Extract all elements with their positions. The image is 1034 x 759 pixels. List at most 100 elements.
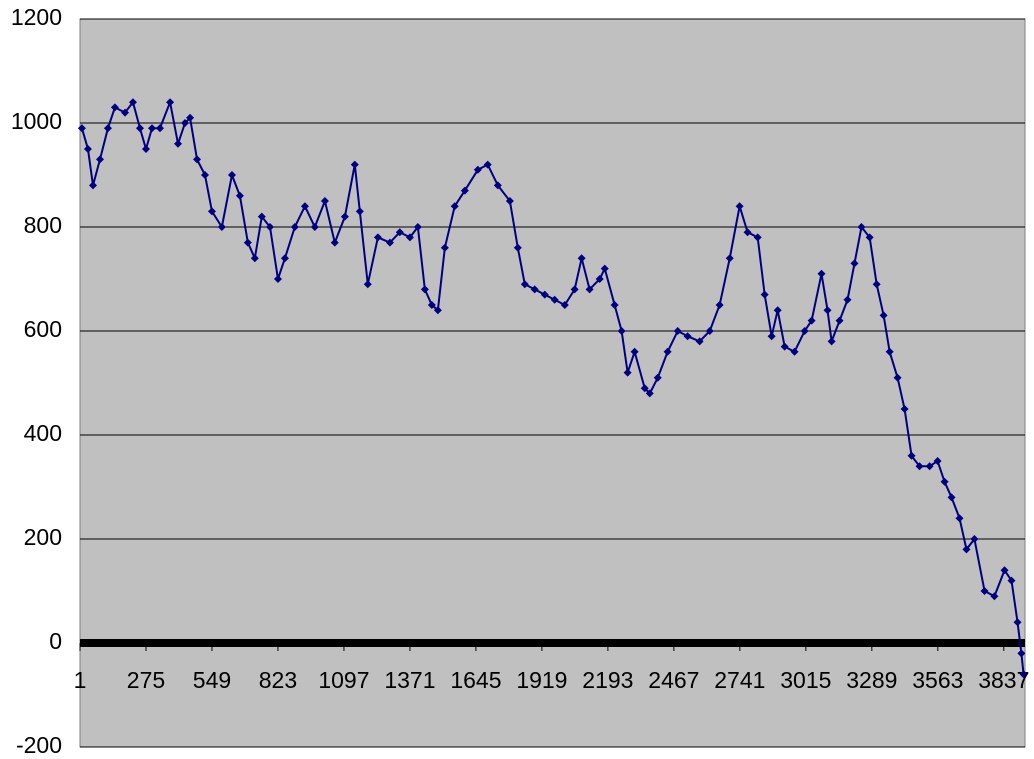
- marker: [817, 269, 826, 278]
- marker: [570, 285, 579, 294]
- marker: [885, 347, 894, 356]
- marker: [181, 119, 189, 127]
- marker: [141, 145, 150, 153]
- marker: [193, 155, 202, 164]
- marker: [493, 181, 502, 190]
- marker: [843, 295, 852, 304]
- x-tick-label: 1097: [318, 667, 369, 693]
- marker: [857, 223, 866, 231]
- marker: [540, 290, 549, 299]
- marker: [835, 316, 844, 325]
- marker: [174, 139, 183, 148]
- marker: [355, 207, 364, 216]
- marker: [513, 243, 522, 252]
- marker: [610, 301, 619, 309]
- marker: [148, 124, 157, 133]
- marker: [560, 301, 569, 309]
- y-tick-label: -200: [16, 732, 62, 758]
- marker: [933, 457, 942, 465]
- marker: [705, 327, 714, 335]
- marker: [753, 233, 762, 242]
- marker: [735, 202, 744, 211]
- marker: [550, 295, 559, 304]
- marker: [290, 223, 299, 231]
- marker: [128, 98, 137, 107]
- marker: [1000, 566, 1009, 575]
- marker: [340, 212, 349, 221]
- marker: [743, 228, 752, 237]
- marker: [893, 373, 902, 382]
- marker: [103, 124, 112, 133]
- x-tick-label: 3563: [912, 667, 963, 693]
- marker: [955, 514, 964, 523]
- marker: [427, 301, 436, 309]
- marker: [207, 207, 216, 216]
- x-tick-label: 3837: [978, 667, 1029, 693]
- marker: [1019, 670, 1028, 679]
- y-tick-label: 0: [49, 628, 62, 654]
- marker: [420, 285, 429, 294]
- marker: [715, 301, 724, 309]
- x-tick-label: 1919: [516, 667, 567, 693]
- marker: [450, 202, 459, 211]
- marker: [83, 145, 92, 153]
- x-tick-label: 275: [127, 667, 165, 693]
- marker: [673, 327, 682, 335]
- marker: [990, 592, 999, 601]
- x-tick-label: 1: [74, 667, 87, 693]
- marker: [155, 124, 164, 133]
- marker: [940, 477, 949, 486]
- marker: [947, 493, 956, 502]
- marker: [645, 389, 654, 398]
- y-tick-label: 800: [24, 212, 62, 238]
- marker: [121, 108, 130, 117]
- marker: [395, 228, 404, 237]
- marker: [273, 275, 282, 283]
- y-tick-label: 400: [24, 420, 62, 446]
- marker: [440, 243, 449, 252]
- marker: [879, 311, 888, 320]
- marker: [767, 332, 776, 341]
- marker: [166, 98, 175, 107]
- marker: [623, 368, 632, 377]
- marker: [310, 223, 319, 231]
- x-tick-label: 3015: [780, 667, 831, 693]
- marker: [980, 587, 989, 595]
- marker: [653, 373, 662, 382]
- marker: [243, 238, 252, 247]
- marker: [577, 254, 586, 263]
- marker: [483, 160, 492, 169]
- marker: [250, 254, 259, 263]
- marker: [227, 171, 236, 179]
- y-tick-label: 1000: [11, 108, 62, 134]
- marker: [363, 280, 372, 289]
- marker: [900, 405, 909, 413]
- y-tick-label: 1200: [11, 4, 62, 30]
- marker: [433, 306, 442, 315]
- marker: [585, 285, 594, 294]
- marker: [1013, 618, 1022, 627]
- marker: [405, 233, 414, 242]
- y-tick-label: 200: [24, 524, 62, 550]
- marker: [1007, 576, 1016, 585]
- marker: [473, 165, 482, 174]
- marker: [200, 171, 209, 179]
- marker: [865, 233, 874, 242]
- marker: [970, 535, 979, 543]
- marker: [695, 337, 704, 346]
- marker: [217, 223, 226, 231]
- marker: [77, 124, 86, 133]
- marker: [373, 233, 382, 242]
- marker: [89, 181, 98, 190]
- marker: [186, 113, 195, 122]
- marker: [725, 254, 734, 263]
- marker: [330, 238, 339, 247]
- x-tick-label: 549: [193, 667, 231, 693]
- marker: [385, 238, 394, 247]
- marker: [110, 103, 119, 112]
- x-tick-label: 2467: [648, 667, 699, 693]
- marker: [530, 285, 539, 294]
- marker: [300, 202, 309, 211]
- marker: [520, 280, 529, 289]
